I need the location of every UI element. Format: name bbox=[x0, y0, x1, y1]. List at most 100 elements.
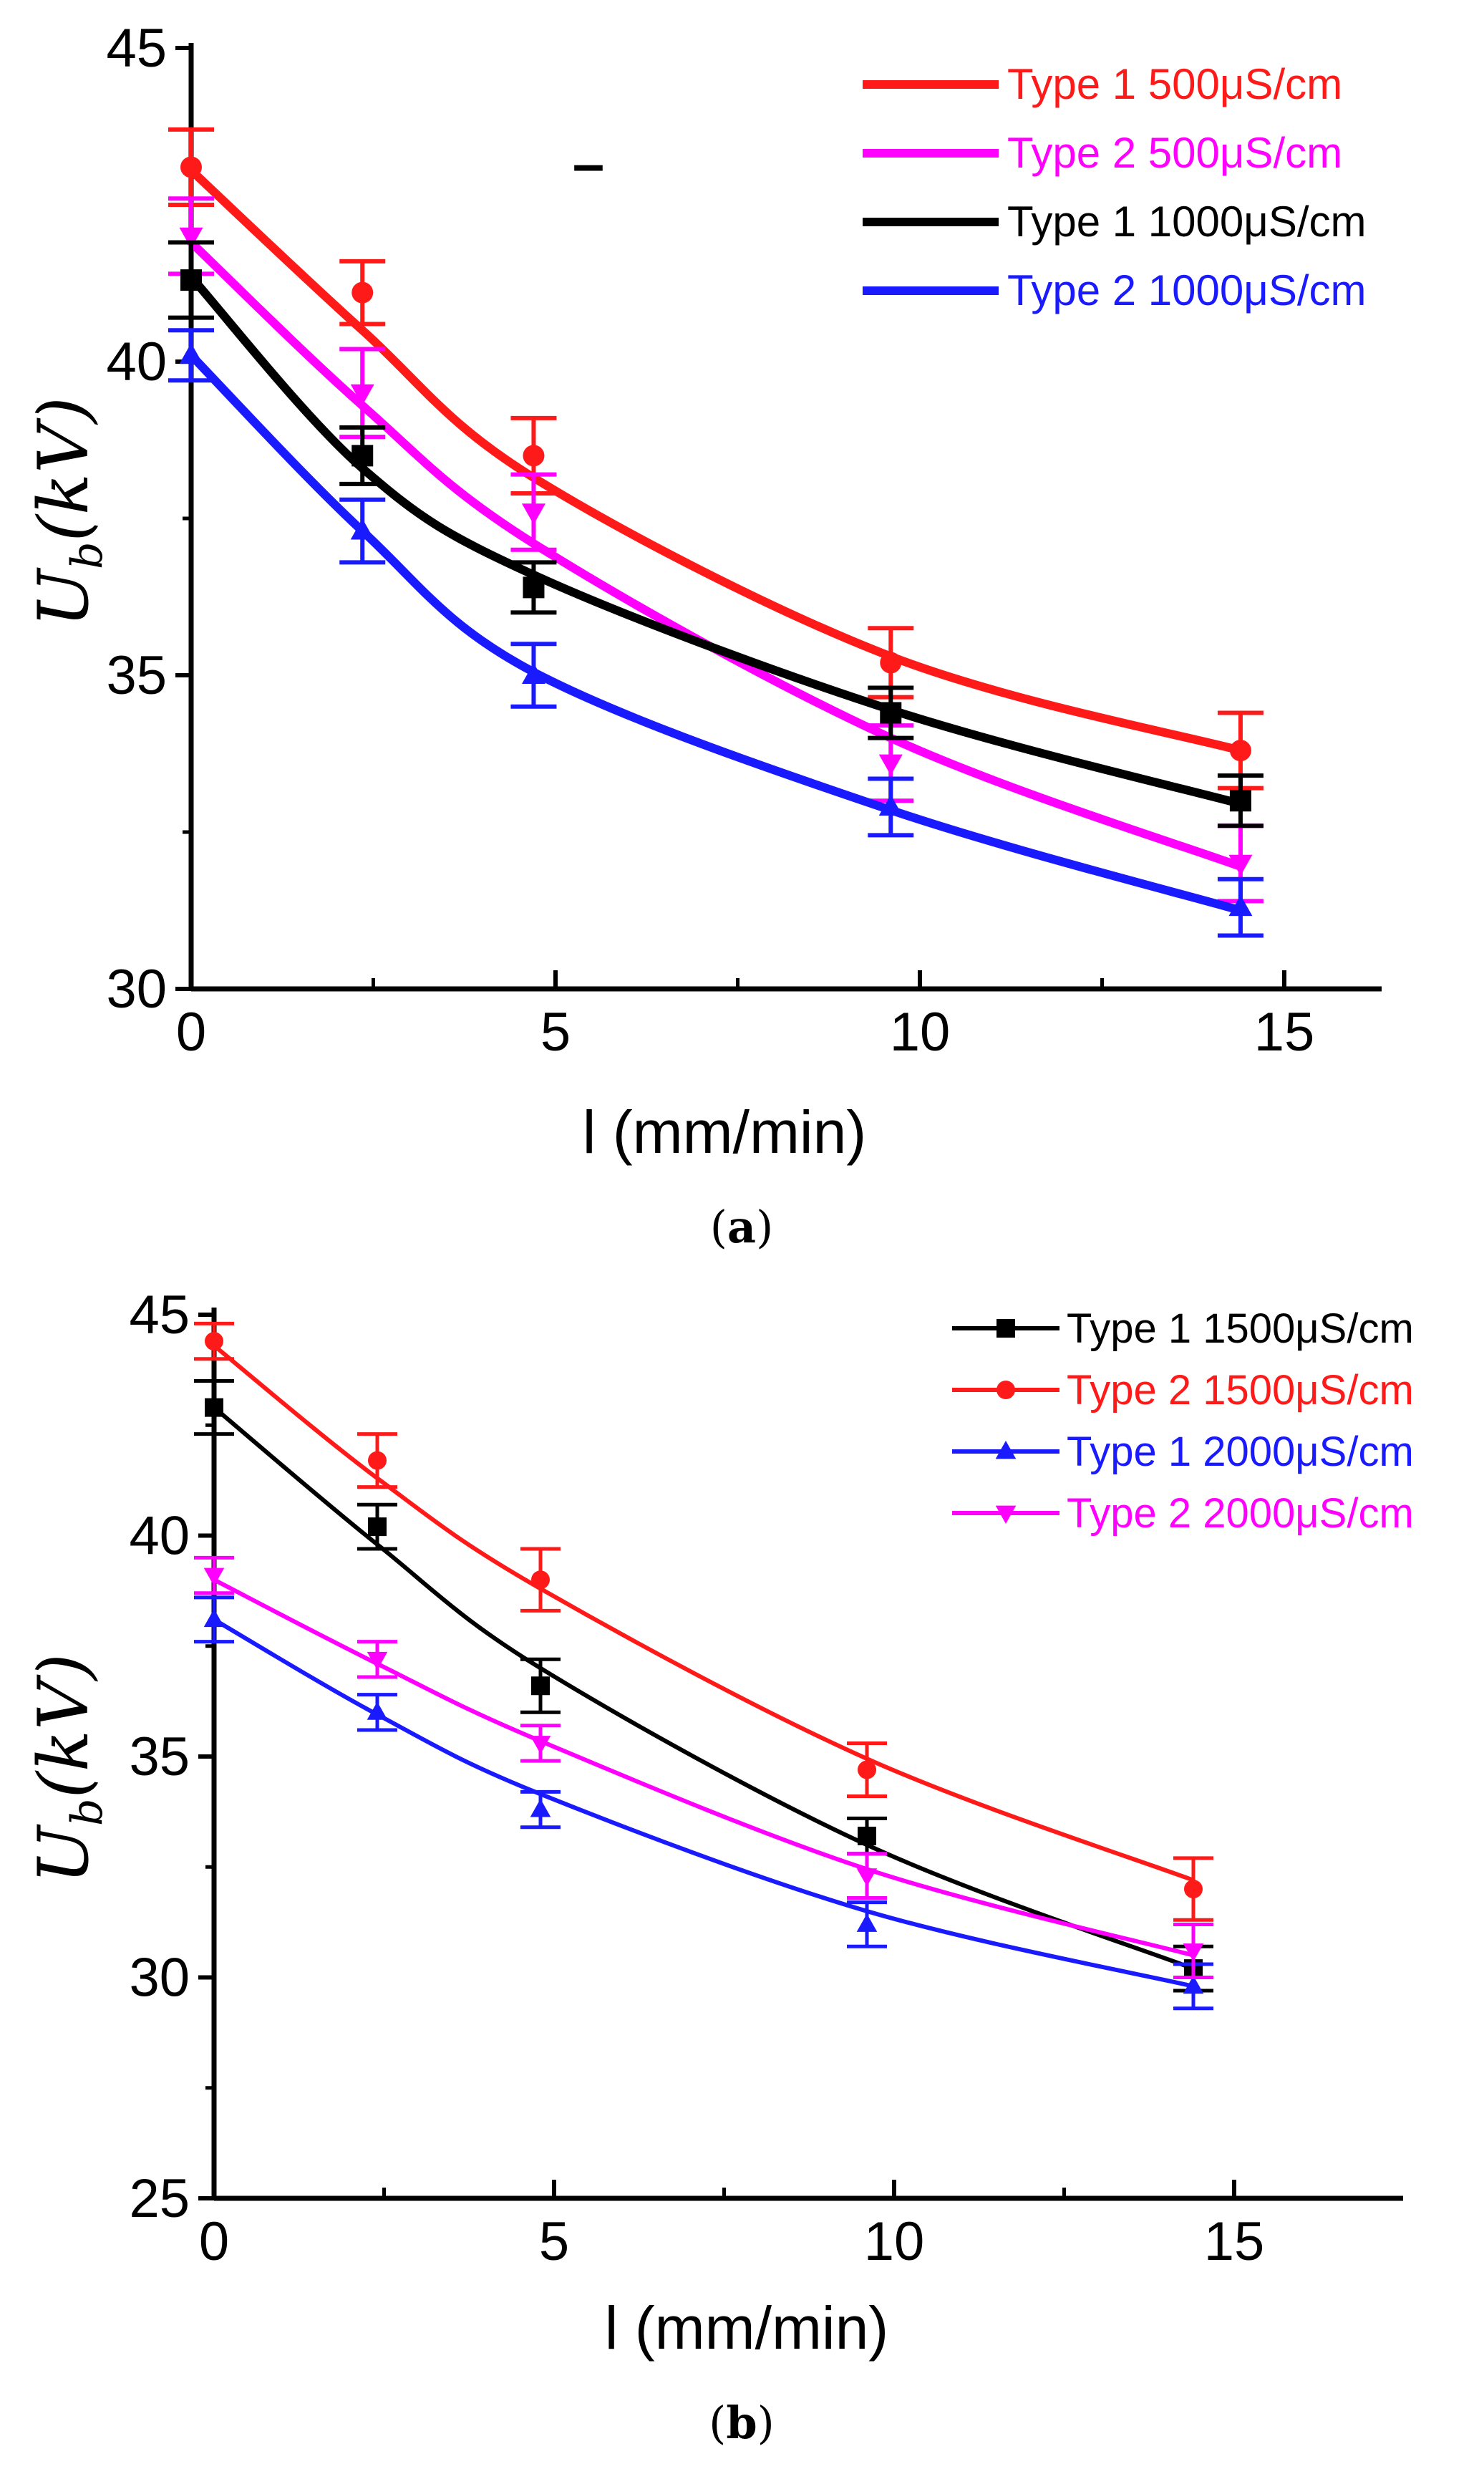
panel-b-x-tick-label: 10 bbox=[864, 2211, 925, 2272]
panel-b-series-2-fit-line bbox=[212, 1343, 1196, 1883]
panel-a-series-3-fit-line bbox=[187, 272, 1245, 808]
panel-a-series-1 bbox=[168, 127, 1264, 791]
panel-a-legend-item: Type 1 500μS/cm bbox=[863, 60, 1342, 108]
panel-a-y-tick-label: 35 bbox=[106, 645, 167, 706]
panel-b-series-1-point bbox=[858, 1827, 876, 1846]
panel-b-legend-marker bbox=[995, 1441, 1017, 1459]
panel-b-series-3-point bbox=[530, 1799, 551, 1817]
panel-b-series-3-point bbox=[203, 1608, 225, 1628]
panel-b-y-tick-label: 45 bbox=[129, 1285, 190, 1345]
panel-b-legend-item: Type 2 1500μS/cm bbox=[952, 1367, 1414, 1414]
panel-a-y-title-sub: b bbox=[62, 542, 112, 569]
panel-a-stray-mark: – bbox=[573, 132, 605, 195]
panel-b-series-1 bbox=[194, 1379, 1213, 1993]
panel-a-series-3-point bbox=[880, 702, 902, 724]
panel-a-y-title-unit: (kV) bbox=[24, 397, 104, 541]
panel-a-legend: Type 1 500μS/cm Type 2 500μS/cm Type 1 100… bbox=[863, 60, 1367, 314]
panel-b-legend-item: Type 2 2000μS/cm bbox=[952, 1490, 1414, 1537]
caption-b-letter: b bbox=[726, 2397, 757, 2449]
panel-a-series-2 bbox=[168, 196, 1264, 904]
panel-a-series-4-point bbox=[1228, 894, 1253, 917]
panel-a-legend-label: Type 1 1000μS/cm bbox=[1007, 198, 1367, 246]
panel-b-legend-label: Type 1 1500μS/cm bbox=[1067, 1305, 1414, 1352]
panel-a-series-1-point bbox=[880, 652, 902, 674]
panel-b-series-4-point bbox=[203, 1567, 225, 1586]
panel-b-series-2 bbox=[194, 1321, 1213, 1922]
panel-a-series-3-point bbox=[351, 445, 374, 467]
panel-b-series-3-fit-line bbox=[212, 1617, 1196, 1989]
panel-a-x-tick-label: 15 bbox=[1254, 1002, 1315, 1063]
panel-a-series-2-point bbox=[1228, 854, 1253, 876]
panel-b-y-title-unit: (kV) bbox=[24, 1653, 104, 1798]
panel-a-series-2-point bbox=[521, 503, 545, 525]
panel-b-x-tick-label: 0 bbox=[199, 2211, 229, 2272]
panel-b-series-1-fit-line bbox=[212, 1405, 1196, 1971]
panel-b-series-2-point bbox=[531, 1570, 550, 1590]
panel-b-legend: Type 1 1500μS/cm Type 2 1500μS/cm Type 1 2… bbox=[952, 1305, 1414, 1537]
panel-a: 0 5 10 15 30 35 40 45 – Ub(kV) l (mm/min) Type … bbox=[24, 18, 1382, 1166]
panel-b-y-title-sub: b bbox=[62, 1799, 112, 1826]
panel-a-x-tick-label: 5 bbox=[540, 1002, 571, 1063]
panel-a-series-4 bbox=[168, 328, 1264, 938]
panel-a-y-title-main: U bbox=[24, 567, 104, 627]
panel-b-series-2-point bbox=[368, 1451, 387, 1470]
panel-a-series-3-point bbox=[1229, 790, 1251, 812]
panel-b-y-tick-label: 25 bbox=[129, 2168, 190, 2229]
panel-a-legend-label: Type 2 1000μS/cm bbox=[1007, 266, 1367, 314]
panel-b-legend-marker bbox=[995, 1505, 1017, 1524]
panel-b-legend-label: Type 1 2000μS/cm bbox=[1067, 1429, 1414, 1475]
panel-a-series-2-point bbox=[179, 227, 203, 249]
panel-b-x-axis-title: l (mm/min) bbox=[605, 2294, 889, 2362]
panel-a-series-1-point bbox=[1229, 740, 1251, 762]
panel-a-series-2-point bbox=[350, 384, 374, 406]
panel-a-series-1-fit-line bbox=[187, 165, 1245, 755]
panel-b-series-4-point bbox=[367, 1651, 388, 1671]
panel-a-x-axis-title: l (mm/min) bbox=[583, 1098, 867, 1166]
panel-b-x-tick-label: 5 bbox=[539, 2211, 569, 2272]
panel-a-legend-item: Type 2 500μS/cm bbox=[863, 129, 1342, 177]
panel-b-legend-label: Type 2 2000μS/cm bbox=[1067, 1490, 1414, 1537]
panel-a-y-tick-label: 45 bbox=[106, 18, 167, 79]
panel-b-series-4-point bbox=[530, 1736, 551, 1754]
panel-a-series-4-point bbox=[179, 342, 203, 364]
panel-b-series-3-point bbox=[367, 1701, 388, 1720]
panel-b-series-2-point bbox=[1184, 1880, 1203, 1899]
panel-a-series-1-point bbox=[523, 445, 545, 467]
panel-b-series-1-point bbox=[368, 1517, 387, 1537]
panel-a-series-3 bbox=[168, 240, 1264, 828]
panel-a-x-tick-label: 0 bbox=[176, 1002, 206, 1063]
panel-a-y-tick-label: 30 bbox=[106, 959, 167, 1020]
panel-a-series-4-fit-line bbox=[187, 351, 1245, 915]
panel-b-series-2-point bbox=[205, 1332, 223, 1351]
panel-b-series-3-point bbox=[856, 1913, 878, 1932]
panel-b-series-4-fit-line bbox=[212, 1577, 1196, 1958]
panel-a-series-1-point bbox=[351, 281, 374, 304]
panel-a-series-1-point bbox=[180, 156, 202, 178]
panel-b-legend-marker bbox=[996, 1319, 1015, 1338]
panel-a-series-2-point bbox=[878, 754, 903, 776]
panel-b-legend-label: Type 2 1500μS/cm bbox=[1067, 1367, 1414, 1414]
panel-b-y-tick-label: 40 bbox=[129, 1506, 190, 1567]
panel-a-series-4-point bbox=[521, 662, 545, 684]
caption-b: (b) bbox=[709, 2397, 775, 2449]
panel-b-y-axis-title: Ub(kV) bbox=[24, 1653, 112, 1884]
panel-b-series-1-point bbox=[531, 1676, 550, 1696]
panel-a-series-4-point bbox=[350, 518, 374, 540]
panel-b-y-tick-label: 30 bbox=[129, 1948, 190, 2009]
panel-a-legend-label: Type 1 500μS/cm bbox=[1007, 60, 1342, 108]
panel-a-x-tick-label: 10 bbox=[890, 1002, 951, 1063]
panel-b-series-3-point bbox=[1183, 1975, 1204, 1994]
panel-a-y-axis-title: Ub(kV) bbox=[24, 397, 112, 627]
panel-b-y-title-main: U bbox=[24, 1824, 104, 1884]
panel-b-x-tick-label: 15 bbox=[1204, 2211, 1265, 2272]
panel-a-y-tick-label: 40 bbox=[106, 332, 167, 392]
panel-b-series-4-point bbox=[1183, 1943, 1204, 1962]
caption-a-letter: a bbox=[727, 1201, 756, 1253]
panel-b-y-tick-label: 35 bbox=[129, 1726, 190, 1787]
panel-b-series-4 bbox=[194, 1555, 1213, 1979]
panel-b-legend-item: Type 1 2000μS/cm bbox=[952, 1429, 1414, 1475]
panel-b-legend-item: Type 1 1500μS/cm bbox=[952, 1305, 1414, 1352]
panel-b-series-3 bbox=[194, 1595, 1213, 2011]
panel-a-series-2-fit-line bbox=[187, 238, 1245, 871]
